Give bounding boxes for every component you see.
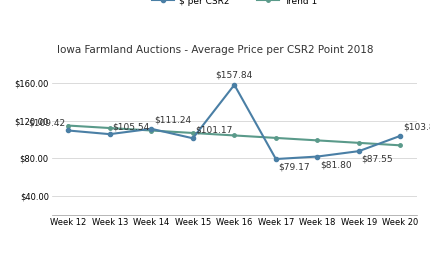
Trend 1 [398,144,403,147]
Line: Trend 1: Trend 1 [67,124,402,147]
Text: $105.54: $105.54 [113,122,150,131]
Text: $79.17: $79.17 [279,162,310,172]
$ per CSR2 [107,133,112,136]
Trend 1 [190,132,195,135]
$ per CSR2 [398,134,403,137]
Trend 1 [107,127,112,130]
Trend 1 [66,124,71,127]
Legend: $ per CSR2, Trend 1: $ per CSR2, Trend 1 [148,0,320,9]
Trend 1 [149,129,154,132]
$ per CSR2 [66,129,71,132]
Trend 1 [273,136,279,139]
Text: Iowa Farmland Auctions - Average Price per CSR2 Point 2018: Iowa Farmland Auctions - Average Price p… [57,45,373,55]
Trend 1 [356,141,362,144]
$ per CSR2 [273,157,279,161]
Text: $87.55: $87.55 [362,155,393,164]
$ per CSR2 [356,150,362,153]
$ per CSR2 [149,127,154,130]
Trend 1 [232,134,237,137]
Text: $101.17: $101.17 [196,125,233,134]
Trend 1 [315,139,320,142]
$ per CSR2 [315,155,320,158]
Text: $157.84: $157.84 [216,70,253,79]
$ per CSR2 [232,83,237,86]
Text: $111.24: $111.24 [154,116,191,125]
Text: $109.42: $109.42 [28,119,65,128]
$ per CSR2 [190,137,195,140]
Text: $81.80: $81.80 [320,160,352,169]
Line: $ per CSR2: $ per CSR2 [66,83,402,161]
Text: $103.81: $103.81 [403,123,430,132]
